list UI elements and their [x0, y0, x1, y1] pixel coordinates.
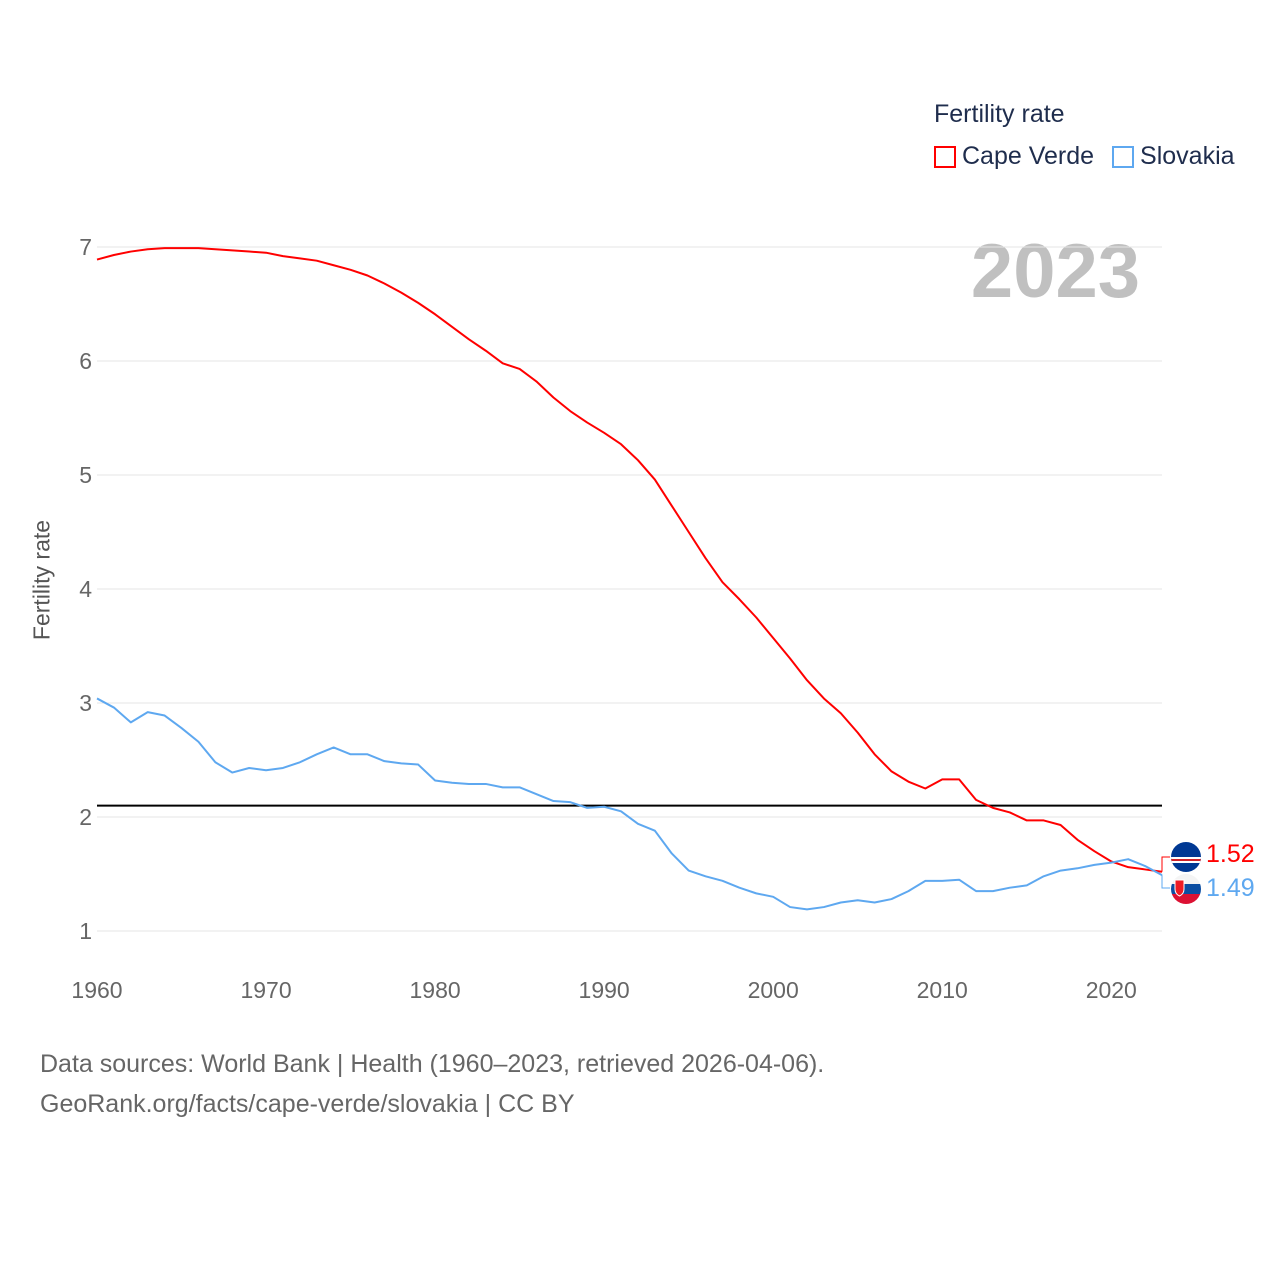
source-note: Data sources: World Bank | Health (1960–…	[40, 1044, 824, 1124]
x-tick-label: 2020	[1086, 977, 1137, 1003]
legend-label: Cape Verde	[962, 142, 1095, 170]
source-line-2[interactable]: GeoRank.org/facts/cape-verde/slovakia | …	[40, 1090, 575, 1118]
connector-slovakia	[1161, 875, 1170, 889]
x-tick-label: 1980	[410, 977, 461, 1003]
legend-swatch-cape-verde	[934, 145, 956, 168]
legend-item-cape-verde[interactable]: Cape Verde	[934, 142, 1094, 171]
x-tick-label: 1990	[579, 977, 630, 1003]
year-label: 2023	[970, 229, 1140, 314]
y-tick-label: 3	[79, 690, 92, 716]
series-line-slovakia	[96, 697, 1163, 911]
y-tick-label: 6	[79, 348, 92, 374]
slovakia-flag-icon	[1171, 874, 1201, 904]
legend-swatch-slovakia	[1112, 145, 1135, 168]
end-label-cape-verde: 1.52	[1206, 840, 1255, 868]
x-tick-label: 2010	[917, 977, 968, 1003]
series-line-cape-verde	[96, 247, 1163, 873]
legend-title: Fertility rate	[934, 100, 1065, 128]
y-tick-label: 4	[79, 576, 92, 602]
x-tick-label: 2000	[748, 977, 799, 1003]
y-tick-label: 7	[79, 234, 92, 260]
y-tick-label: 5	[79, 462, 92, 488]
x-tick-label: 1960	[71, 977, 122, 1003]
y-tick-label: 2	[79, 804, 92, 830]
end-label-slovakia: 1.49	[1206, 874, 1255, 902]
legend-label: Slovakia	[1140, 142, 1235, 170]
legend: Cape Verde Slovakia	[934, 142, 1235, 171]
cape-verde-flag-icon	[1171, 842, 1201, 872]
y-tick-label: 1	[79, 918, 92, 944]
legend-item-slovakia[interactable]: Slovakia	[1112, 142, 1235, 171]
connector-cape-verde	[1161, 856, 1170, 872]
source-line-1: Data sources: World Bank | Health (1960–…	[40, 1050, 825, 1078]
x-tick-label: 1970	[240, 977, 291, 1003]
